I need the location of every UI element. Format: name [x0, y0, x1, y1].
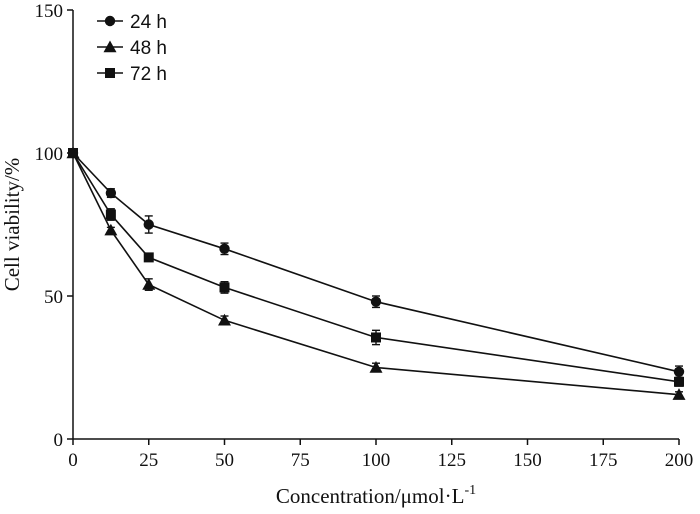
x-ticks: 0 25 50 75 100 125 150 175 200 [68, 439, 693, 471]
data-point [371, 332, 381, 343]
legend-marker [104, 15, 116, 27]
y-tick-label: 0 [54, 430, 64, 451]
x-tick-label: 75 [291, 450, 310, 471]
y-tick-label: 100 [35, 144, 64, 165]
legend-label: 48 h [130, 38, 167, 59]
x-tick-label: 175 [589, 450, 618, 471]
data-point [105, 187, 117, 199]
data-point [104, 223, 118, 236]
x-axis-title-text: Concentration/μmol·L [276, 484, 465, 508]
legend-marker [103, 40, 117, 53]
x-tick-label: 125 [438, 450, 467, 471]
y-tick-label: 150 [35, 1, 64, 22]
x-axis-title: Concentration/μmol·L-1 [276, 483, 476, 508]
data-point [369, 361, 383, 373]
data-point [674, 376, 684, 387]
series-group [66, 146, 686, 400]
x-tick-label: 25 [139, 450, 158, 471]
legend-marker [105, 68, 115, 78]
series-circle [67, 147, 685, 379]
data-point [370, 296, 382, 307]
data-point [68, 148, 78, 158]
data-point [143, 219, 154, 230]
y-ticks: 0 50 100 150 [35, 1, 73, 451]
data-point [673, 366, 685, 377]
series-triangle [66, 146, 686, 400]
data-point [219, 243, 230, 255]
legend-item: 24 h [97, 12, 167, 33]
data-point [105, 209, 116, 220]
x-tick-label: 0 [68, 450, 78, 471]
data-point [142, 278, 156, 290]
x-tick-label: 100 [362, 450, 391, 471]
legend-label: 72 h [130, 64, 167, 85]
data-point [143, 252, 154, 263]
legend-item: 48 h [97, 38, 167, 59]
y-axis-title: Cell viability/% [0, 158, 24, 292]
legend: 24 h 48 h 72 h [97, 12, 167, 85]
data-point [219, 282, 230, 293]
x-tick-label: 50 [215, 450, 234, 471]
x-axis-title-superscript: -1 [464, 483, 476, 498]
data-point [672, 388, 686, 400]
series-line [72, 152, 680, 383]
series-line [72, 152, 680, 396]
y-tick-label: 50 [44, 287, 63, 308]
data-point [218, 313, 231, 326]
legend-label: 24 h [130, 12, 167, 33]
series-square [68, 148, 684, 387]
x-tick-label: 150 [513, 450, 542, 471]
legend-item: 72 h [97, 64, 167, 85]
series-line [72, 152, 680, 373]
x-tick-label: 200 [665, 450, 694, 471]
